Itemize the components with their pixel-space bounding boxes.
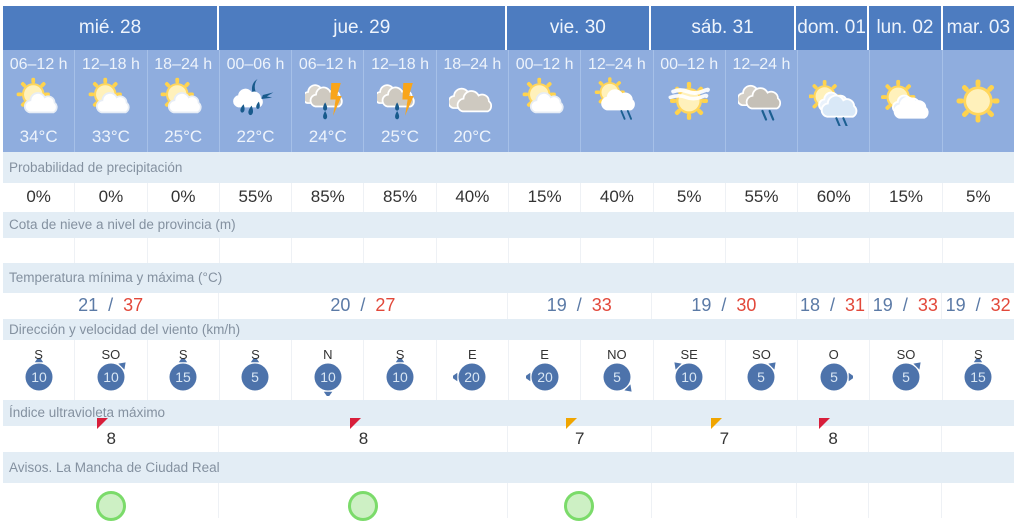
svg-text:5: 5 [252,369,260,385]
svg-text:20: 20 [465,369,481,385]
svg-text:10: 10 [320,369,336,385]
svg-text:5: 5 [830,369,838,385]
svg-text:5: 5 [613,369,621,385]
svg-text:5: 5 [902,369,910,385]
svg-text:15: 15 [175,369,191,385]
svg-text:20: 20 [537,369,553,385]
svg-text:10: 10 [31,369,47,385]
svg-text:10: 10 [392,369,408,385]
svg-text:5: 5 [758,369,766,385]
svg-text:15: 15 [971,369,987,385]
svg-text:10: 10 [681,369,697,385]
svg-text:10: 10 [103,369,119,385]
